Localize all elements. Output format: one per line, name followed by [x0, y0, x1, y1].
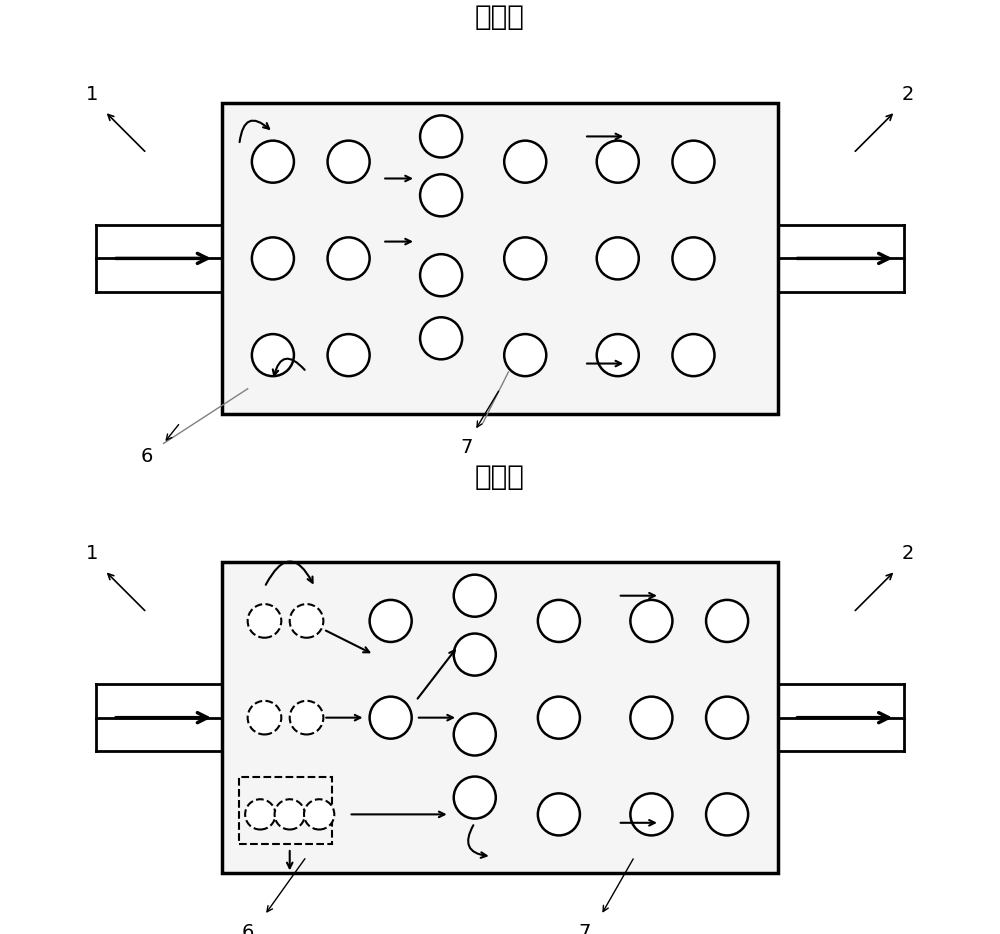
Text: 有磁场: 有磁场	[475, 462, 525, 490]
Circle shape	[672, 334, 714, 376]
Text: 1: 1	[86, 545, 98, 563]
Circle shape	[454, 714, 496, 756]
Circle shape	[252, 334, 294, 376]
Circle shape	[504, 237, 546, 279]
Circle shape	[538, 793, 580, 835]
Bar	[222, 562, 778, 873]
Bar	[222, 103, 778, 414]
Circle shape	[672, 237, 714, 279]
Text: 2: 2	[902, 85, 914, 104]
Text: 2: 2	[902, 545, 914, 563]
Circle shape	[454, 633, 496, 675]
Circle shape	[630, 793, 672, 835]
Circle shape	[328, 237, 370, 279]
Circle shape	[370, 600, 412, 642]
Circle shape	[420, 318, 462, 360]
Circle shape	[504, 334, 546, 376]
Circle shape	[328, 334, 370, 376]
Circle shape	[706, 793, 748, 835]
Circle shape	[597, 237, 639, 279]
Circle shape	[630, 600, 672, 642]
Circle shape	[454, 574, 496, 616]
Circle shape	[672, 141, 714, 183]
Circle shape	[630, 697, 672, 739]
Circle shape	[538, 600, 580, 642]
Circle shape	[328, 141, 370, 183]
Text: 无磁场: 无磁场	[475, 4, 525, 32]
Text: 6: 6	[141, 446, 153, 465]
Circle shape	[706, 697, 748, 739]
Circle shape	[252, 141, 294, 183]
Circle shape	[597, 334, 639, 376]
Circle shape	[420, 116, 462, 158]
Circle shape	[370, 697, 412, 739]
Text: 7: 7	[460, 438, 473, 457]
Circle shape	[454, 776, 496, 818]
Circle shape	[420, 175, 462, 217]
Circle shape	[245, 800, 275, 829]
Circle shape	[420, 254, 462, 296]
Circle shape	[504, 141, 546, 183]
Circle shape	[304, 800, 334, 829]
Circle shape	[248, 604, 281, 638]
Text: 7: 7	[578, 923, 590, 934]
Circle shape	[706, 600, 748, 642]
Circle shape	[538, 697, 580, 739]
Text: 1: 1	[86, 85, 98, 104]
Circle shape	[275, 800, 305, 829]
Circle shape	[290, 700, 323, 734]
Circle shape	[248, 700, 281, 734]
Circle shape	[597, 141, 639, 183]
Bar	[239, 776, 332, 843]
Circle shape	[252, 237, 294, 279]
Circle shape	[290, 604, 323, 638]
Text: 6: 6	[241, 923, 254, 934]
